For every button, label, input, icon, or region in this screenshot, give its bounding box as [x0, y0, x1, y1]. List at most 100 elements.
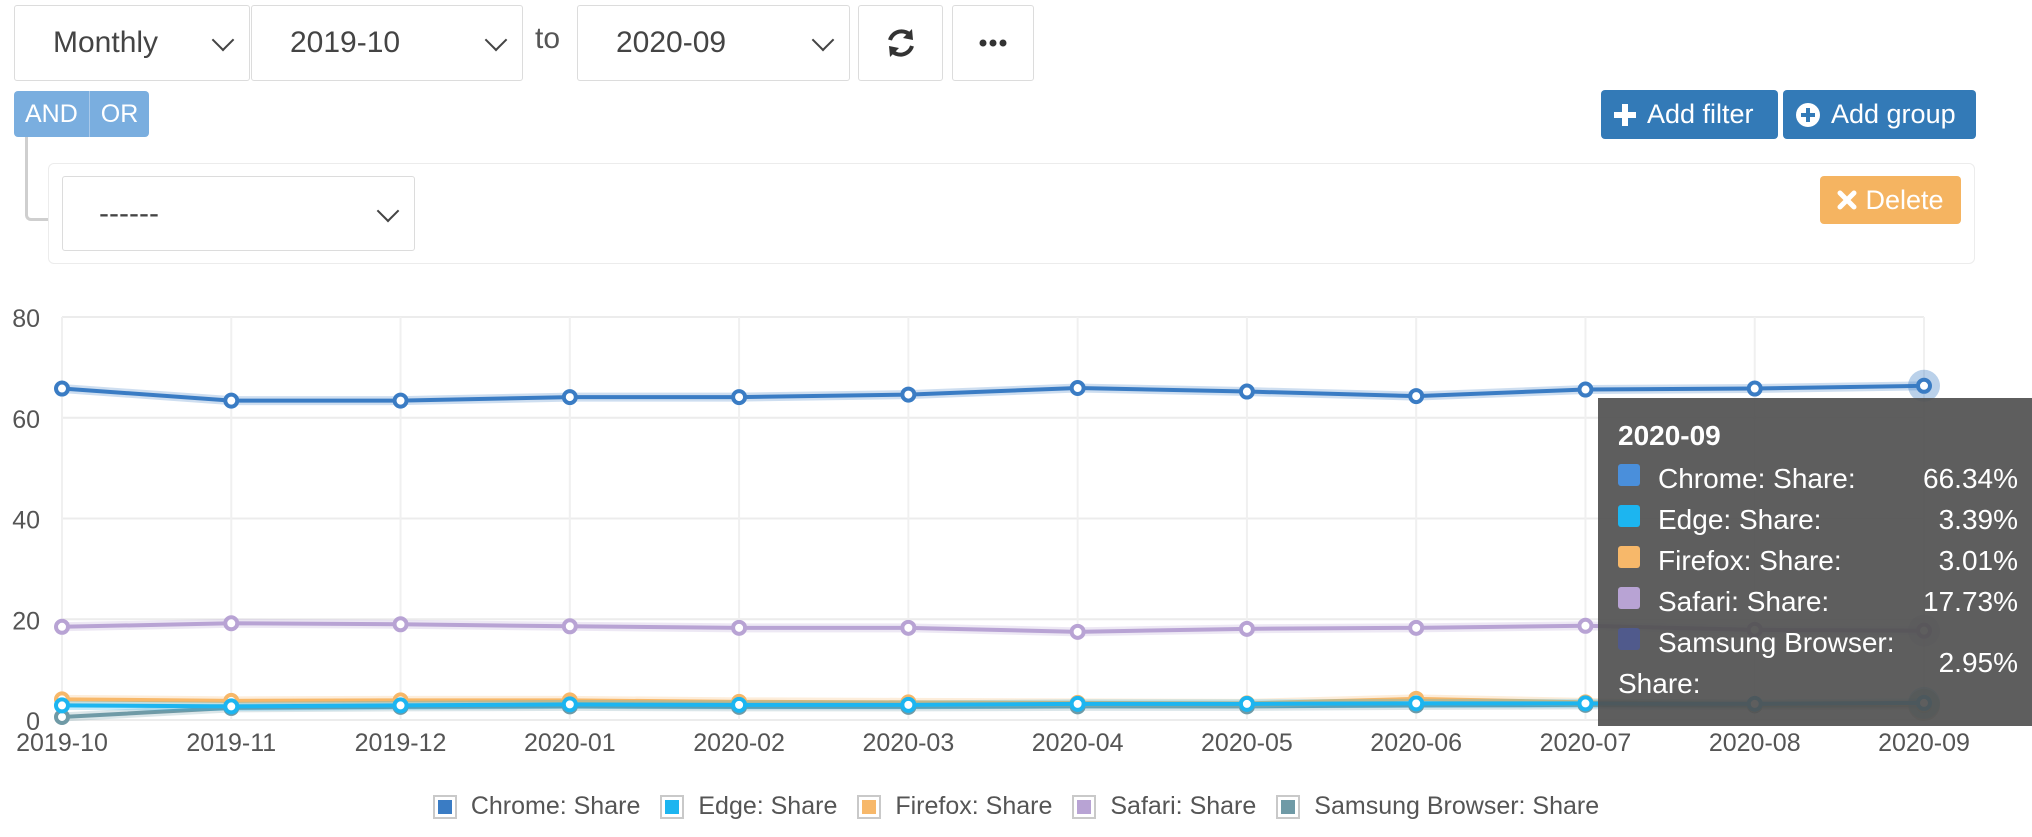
y-tick-label: 60: [12, 406, 40, 434]
chevron-down-icon: [376, 199, 400, 222]
tooltip-swatch: [1618, 546, 1640, 568]
tooltip-value: 17.73%: [1923, 586, 2018, 617]
legend-label: Firefox: Share: [895, 792, 1053, 820]
chevron-down-icon: [811, 28, 835, 52]
close-icon: [1837, 190, 1857, 210]
x-tick-label: 2020-09: [1878, 729, 1970, 757]
from-date-value: 2019-10: [290, 26, 401, 59]
tooltip-swatch: [1618, 464, 1640, 486]
x-tick-label: 2020-02: [693, 729, 785, 757]
data-point: [1916, 377, 1932, 394]
legend-swatch: [1072, 794, 1097, 819]
chevron-down-icon: [484, 28, 508, 52]
data-point: [731, 389, 748, 406]
tooltip-label-line2: Share:: [1618, 668, 1701, 699]
and-button[interactable]: AND: [14, 91, 89, 137]
data-point: [392, 697, 409, 714]
legend-swatch: [432, 794, 457, 819]
y-tick-label: 80: [12, 305, 40, 333]
tooltip-label-line1: Samsung Browser:: [1658, 627, 1895, 658]
legend-item-firefox[interactable]: Firefox: Share: [857, 792, 1052, 821]
tooltip-label: Safari: Share:: [1658, 586, 1830, 617]
data-point: [731, 619, 748, 636]
chart-tooltip: 2020-09 Chrome: Share: 66.34% Edge: Shar…: [1598, 398, 2032, 726]
to-date-value: 2020-09: [616, 26, 727, 59]
rule-field-select[interactable]: ------: [62, 176, 415, 251]
tooltip-title: 2020-09: [1618, 420, 1721, 451]
legend-label: Safari: Share: [1110, 792, 1257, 820]
data-point: [392, 616, 409, 633]
tooltip-label: Firefox: Share:: [1658, 545, 1842, 576]
data-point: [1069, 380, 1086, 397]
y-tick-label: 20: [12, 607, 40, 635]
ellipsis-icon: [979, 39, 1007, 47]
y-tick-label: 0: [26, 708, 40, 736]
data-point: [1238, 620, 1255, 637]
chevron-down-icon: [211, 28, 235, 52]
more-options-button[interactable]: [952, 5, 1034, 81]
data-point: [223, 698, 240, 715]
tooltip-label: Samsung Browser: Share:: [1618, 622, 1939, 699]
data-point: [1069, 695, 1086, 712]
rule-connector: [25, 137, 54, 221]
rule-field-value: ------: [99, 196, 159, 230]
data-point: [1238, 695, 1255, 712]
plus-icon: [1613, 103, 1637, 127]
data-point: [561, 696, 578, 713]
data-point: [900, 696, 917, 713]
x-tick-label: 2019-12: [355, 729, 447, 757]
tooltip-row-edge: Edge: Share: 3.39%: [1618, 499, 2018, 540]
data-point: [1746, 380, 1763, 397]
data-point: [1408, 388, 1425, 405]
chart-legend: Chrome: Share Edge: Share Firefox: Share…: [0, 792, 2032, 821]
refresh-button[interactable]: [858, 5, 943, 81]
refresh-icon: [887, 29, 914, 57]
add-group-label: Add group: [1831, 99, 1956, 129]
x-tick-label: 2019-10: [16, 729, 108, 757]
data-point: [54, 380, 70, 397]
add-group-button[interactable]: Add group: [1783, 90, 1976, 139]
add-filter-label: Add filter: [1647, 99, 1754, 129]
legend-item-samsung[interactable]: Samsung Browser: Share: [1276, 792, 1599, 821]
data-point: [900, 386, 917, 403]
delete-rule-button[interactable]: Delete: [1820, 176, 1961, 224]
x-tick-label: 2020-08: [1709, 729, 1801, 757]
data-point: [223, 615, 240, 632]
data-point: [392, 392, 409, 409]
data-point: [731, 696, 748, 713]
legend-swatch: [857, 794, 882, 819]
tooltip-row-safari: Safari: Share: 17.73%: [1618, 581, 2018, 622]
x-tick-label: 2020-01: [524, 729, 616, 757]
x-tick-label: 2019-11: [186, 729, 276, 757]
tooltip-value: 66.34%: [1923, 463, 2018, 494]
tooltip-swatch: [1618, 628, 1640, 650]
legend-label: Chrome: Share: [470, 792, 641, 820]
x-tick-label: 2020-04: [1032, 729, 1124, 757]
data-point: [1577, 695, 1594, 712]
to-date-select[interactable]: 2020-09: [577, 5, 850, 81]
data-point: [54, 618, 70, 635]
data-point: [1577, 381, 1594, 398]
period-select[interactable]: Monthly: [14, 5, 250, 81]
plus-circle-icon: [1795, 102, 1821, 128]
data-point: [1408, 619, 1425, 636]
logic-toggle[interactable]: AND OR: [14, 91, 150, 137]
legend-label: Samsung Browser: Share: [1314, 792, 1600, 820]
or-button[interactable]: OR: [88, 91, 150, 137]
legend-item-chrome[interactable]: Chrome: Share: [432, 792, 641, 821]
tooltip-label: Chrome: Share:: [1658, 463, 1856, 494]
add-filter-button[interactable]: Add filter: [1601, 90, 1778, 139]
delete-label: Delete: [1865, 184, 1944, 215]
from-date-select[interactable]: 2019-10: [251, 5, 523, 81]
legend-swatch: [1276, 794, 1301, 819]
data-point: [561, 618, 578, 635]
data-point: [561, 389, 578, 406]
data-point: [54, 697, 70, 714]
x-tick-label: 2020-03: [862, 729, 954, 757]
y-tick-label: 40: [12, 507, 40, 535]
data-point: [1238, 383, 1255, 400]
legend-swatch: [660, 794, 685, 819]
legend-item-edge[interactable]: Edge: Share: [660, 792, 837, 821]
legend-item-safari[interactable]: Safari: Share: [1072, 792, 1256, 821]
tooltip-label: Edge: Share:: [1658, 504, 1822, 535]
